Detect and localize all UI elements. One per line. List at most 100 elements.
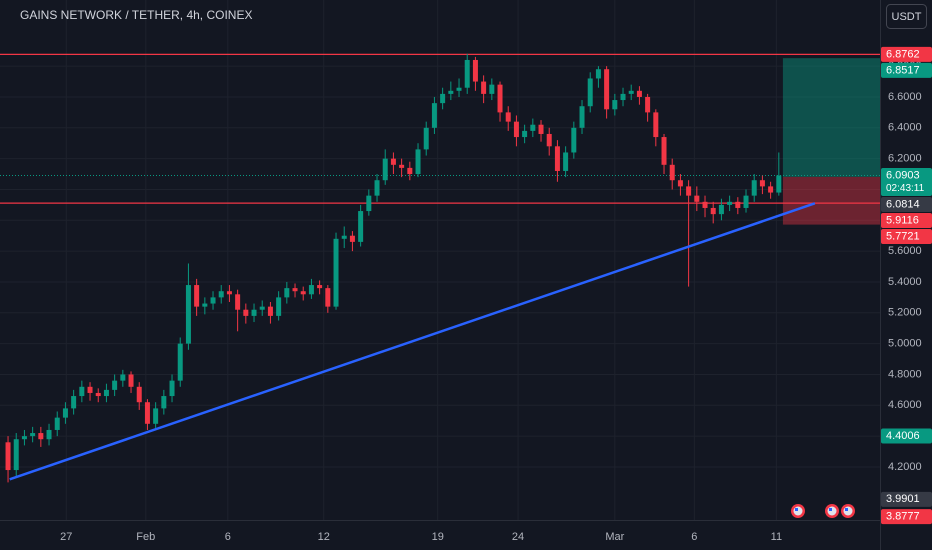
event-icons xyxy=(791,504,855,518)
candle-body xyxy=(54,417,60,430)
candle-body xyxy=(95,392,101,397)
candle-body xyxy=(546,133,552,147)
candle-body xyxy=(358,211,364,242)
x-tick-label: 27 xyxy=(60,531,72,543)
event-flag[interactable] xyxy=(791,504,805,518)
y-tick-label: 6.4000 xyxy=(888,122,922,134)
candle-body xyxy=(456,87,462,91)
candle-body xyxy=(448,90,454,94)
candle-body xyxy=(645,96,651,113)
candle-body xyxy=(481,81,487,94)
price-label: 4.4006 xyxy=(886,430,920,442)
candle-body xyxy=(743,195,749,208)
x-tick-label: 12 xyxy=(318,531,330,543)
candle-body xyxy=(251,309,257,316)
price-labels: 6.8762 5.9116 6.8517 6.0903 02:43:11 6.0814 5.… xyxy=(881,46,932,525)
candle-body xyxy=(382,158,388,181)
candle-body xyxy=(464,59,470,88)
candle-body xyxy=(267,306,273,316)
price-label: 5.7721 xyxy=(886,230,920,242)
candle-body xyxy=(440,93,446,104)
candle-body xyxy=(612,100,618,110)
candle-body xyxy=(686,186,692,196)
candle-body xyxy=(776,175,782,193)
candle-body xyxy=(399,164,405,168)
candle-body xyxy=(317,285,323,289)
candle-body xyxy=(554,146,560,171)
candle-body xyxy=(300,291,306,295)
y-tick-label: 4.8000 xyxy=(888,368,922,380)
candle-body xyxy=(169,380,175,397)
candle-body xyxy=(103,389,109,397)
candle-body xyxy=(136,386,142,403)
currency-label[interactable]: USDT xyxy=(892,11,922,23)
y-tick-label: 6.2000 xyxy=(888,153,922,165)
candle-body xyxy=(194,285,200,307)
candle-body xyxy=(325,288,331,307)
candle-body xyxy=(177,343,183,381)
price-label-box xyxy=(881,491,932,507)
x-tick-label: 24 xyxy=(512,531,524,543)
y-tick-label: 5.6000 xyxy=(888,245,922,257)
candle-body xyxy=(571,127,577,153)
candle-body xyxy=(71,396,77,409)
candle-body xyxy=(661,137,667,165)
candle-body xyxy=(669,164,675,181)
candle-body xyxy=(710,207,716,215)
candle-body xyxy=(735,201,741,208)
trend-line xyxy=(9,202,816,481)
plot-layer xyxy=(0,53,880,483)
price-label-box xyxy=(881,197,932,213)
candle-body xyxy=(505,112,511,122)
candle-body xyxy=(308,285,314,295)
countdown-label: 02:43:11 xyxy=(886,183,925,194)
candle-body xyxy=(653,112,659,138)
candle-body xyxy=(579,106,585,128)
candle-body xyxy=(751,180,757,196)
candle-body xyxy=(13,439,19,471)
candle-body xyxy=(415,149,421,175)
candle-body xyxy=(210,297,216,304)
x-tick-label: 6 xyxy=(225,531,231,543)
candle-body xyxy=(513,121,519,138)
candle-body xyxy=(489,84,495,94)
price-label-box xyxy=(881,46,932,62)
candle-body xyxy=(563,152,569,171)
y-tick-label: 6.6000 xyxy=(888,91,922,103)
currency-button[interactable] xyxy=(886,4,927,29)
candle-body xyxy=(38,433,44,440)
event-flag[interactable] xyxy=(825,504,839,518)
position-target-zone xyxy=(782,58,880,177)
price-label: 3.8777 xyxy=(886,511,920,523)
candle-body xyxy=(718,204,724,215)
price-label: 6.0903 xyxy=(886,169,920,181)
price-label-box xyxy=(881,213,932,229)
candle-body xyxy=(226,291,232,295)
event-flag[interactable] xyxy=(841,504,855,518)
y-tick-label: 5.4000 xyxy=(888,276,922,288)
candle-body xyxy=(407,167,413,175)
candle-body xyxy=(390,158,396,165)
candle-body xyxy=(522,130,528,138)
candle-body xyxy=(636,90,642,97)
chart-title: GAINS NETWORK / TETHER, 4h, COINEX xyxy=(20,8,252,22)
candle-body xyxy=(87,386,93,393)
candle-body xyxy=(284,288,290,298)
candle-body xyxy=(161,396,167,409)
candle-body xyxy=(185,285,191,344)
candle-body xyxy=(472,59,478,82)
candle-body xyxy=(587,78,593,107)
price-label: 6.8517 xyxy=(886,64,920,76)
candle-body xyxy=(628,90,634,94)
price-label: 3.9901 xyxy=(886,493,920,505)
candle-body xyxy=(5,442,11,471)
price-label-box xyxy=(881,509,932,525)
candle-body xyxy=(497,84,503,113)
candle-body xyxy=(79,386,85,397)
price-label-box xyxy=(881,168,932,197)
candle-body xyxy=(349,235,355,242)
candle-body xyxy=(727,201,733,205)
candle-body xyxy=(112,380,118,390)
y-tick-label: 4.6000 xyxy=(888,399,922,411)
